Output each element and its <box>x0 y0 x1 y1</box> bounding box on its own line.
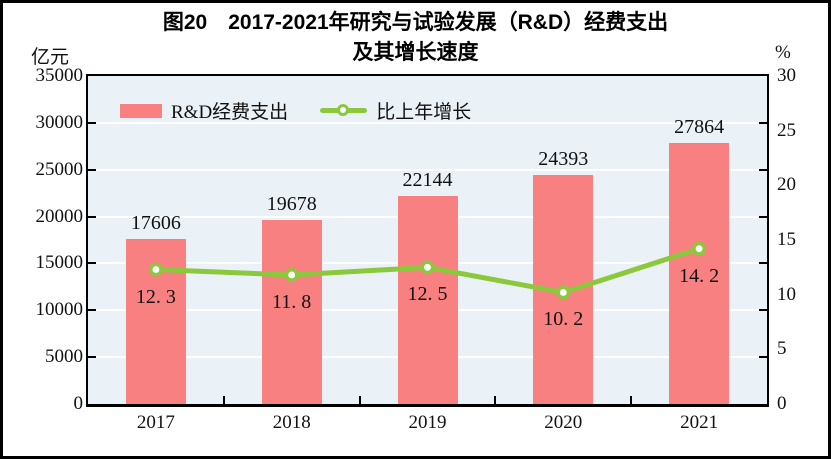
growth-line-marker-icon <box>148 262 163 277</box>
growth-rate-label: 14. 2 <box>679 264 720 287</box>
right-axis-tick <box>759 168 767 171</box>
left-axis-tick-label: 0 <box>73 393 84 414</box>
bar-rd-expenditure <box>261 219 322 404</box>
growth-rate-label: 11. 8 <box>272 290 312 313</box>
growth-line-marker-icon <box>692 241 707 256</box>
left-axis-tick <box>88 309 96 312</box>
left-axis-tick <box>88 356 96 359</box>
right-axis-tick <box>759 309 767 312</box>
legend-bar-label: R&D经费支出 <box>171 102 289 123</box>
left-axis-tick-label: 5000 <box>45 346 83 368</box>
x-axis-label: 2021 <box>680 412 719 433</box>
bar-value-label: 17606 <box>130 212 181 234</box>
growth-line-marker-icon <box>420 260 435 275</box>
bar-value-label: 27864 <box>674 115 725 138</box>
growth-rate-label: 12. 5 <box>407 283 448 306</box>
legend-line-label: 比上年增长 <box>376 102 472 123</box>
left-axis-tick-label: 30000 <box>35 111 84 133</box>
left-axis-tick <box>88 168 96 171</box>
bar-value-label: 19678 <box>266 192 317 215</box>
left-axis-tick-label: 10000 <box>35 299 84 321</box>
legend: R&D经费支出 比上年增长 <box>120 97 471 124</box>
x-axis-label: 2017 <box>136 412 175 433</box>
x-axis-tick <box>222 396 225 404</box>
chart-title: 图20 2017-2021年研究与试验发展（R&D）经费支出 及其增长速度 <box>3 8 828 68</box>
right-axis-tick-label: 20 <box>777 174 796 196</box>
right-axis-tick-label: 10 <box>777 283 796 305</box>
growth-rate-label: 12. 3 <box>135 285 176 308</box>
right-axis-tick-label: 15 <box>777 229 796 250</box>
chart-title-line1: 图20 2017-2021年研究与试验发展（R&D）经费支出 <box>162 11 669 34</box>
bar-rd-expenditure <box>397 196 458 404</box>
bar-rd-expenditure <box>669 142 730 404</box>
x-axis-tick <box>494 396 497 404</box>
right-axis-tick <box>759 356 767 359</box>
left-axis-unit: 亿元 <box>31 47 70 68</box>
bar-value-label: 22144 <box>402 169 453 192</box>
x-axis-tick <box>358 396 361 404</box>
right-axis-tick-label: 25 <box>777 119 796 141</box>
growth-line-marker-icon <box>556 285 571 300</box>
x-axis-tick <box>630 396 633 404</box>
left-axis-tick <box>88 121 96 124</box>
growth-line-chart <box>148 241 707 300</box>
right-axis-tick <box>759 215 767 218</box>
left-axis-tick <box>88 215 96 218</box>
chart-title-line2: 及其增长速度 <box>352 41 479 64</box>
right-axis-unit: % <box>775 42 791 63</box>
right-axis-tick <box>759 262 767 265</box>
legend-line-symbol <box>320 103 368 119</box>
right-axis-tick-label: 30 <box>777 65 796 86</box>
left-axis-tick <box>88 262 96 265</box>
left-axis-tick-label: 25000 <box>35 158 84 180</box>
gridline <box>88 168 767 171</box>
x-axis-label: 2018 <box>272 412 311 433</box>
right-axis-tick-label: 0 <box>777 393 787 414</box>
plot-area: R&D经费支出 比上年增长 17606 12. 3 19678 11. 8 22144 1… <box>86 74 769 407</box>
left-axis-tick-label: 35000 <box>35 65 84 86</box>
left-axis-tick-label: 20000 <box>35 205 84 227</box>
legend-line-marker-icon <box>337 104 350 116</box>
x-axis-label: 2019 <box>408 412 447 433</box>
left-axis-tick-label: 15000 <box>35 252 84 274</box>
right-axis-tick <box>759 121 767 124</box>
right-axis-tick-label: 5 <box>777 338 787 360</box>
gridline <box>88 121 767 124</box>
x-axis-label: 2020 <box>544 412 583 433</box>
growth-line-marker-icon <box>284 268 299 282</box>
legend-bar-swatch <box>120 103 162 118</box>
growth-rate-label: 10. 2 <box>543 308 584 331</box>
bar-value-label: 24393 <box>538 148 589 171</box>
